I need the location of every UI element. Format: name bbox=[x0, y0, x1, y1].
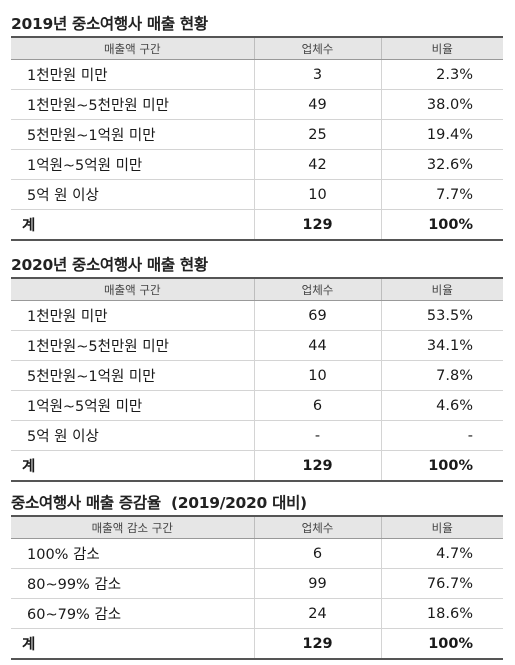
section-2019-sales: 2019년 중소여행사 매출 현황 매출액 구간 업체수 비율 1천만원 미만 … bbox=[11, 12, 503, 241]
row-label: 5억 원 이상 bbox=[11, 179, 254, 210]
table-row: 1억원~5억원 미만 6 4.6% bbox=[11, 390, 503, 421]
table-row: 1억원~5억원 미만 42 32.6% bbox=[11, 149, 503, 180]
row-ratio: 4.7% bbox=[380, 538, 503, 569]
total-count: 129 bbox=[253, 450, 381, 482]
table-row: 1천만원 미만 69 53.5% bbox=[11, 300, 503, 331]
header-decrease-range: 매출액 감소 구간 bbox=[11, 515, 254, 539]
row-label: 1억원~5억원 미만 bbox=[11, 149, 254, 180]
total-row: 계 129 100% bbox=[11, 209, 503, 241]
row-ratio: 18.6% bbox=[380, 598, 503, 629]
row-ratio: 7.7% bbox=[380, 179, 503, 210]
row-ratio: 38.0% bbox=[380, 89, 503, 120]
section-title: 2020년 중소여행사 매출 현황 bbox=[11, 256, 208, 274]
table-row: 1천만원 미만 3 2.3% bbox=[11, 59, 503, 90]
header-sales-range: 매출액 구간 bbox=[11, 277, 254, 301]
header-company-count: 업체수 bbox=[253, 277, 381, 301]
row-label: 5천만원~1억원 미만 bbox=[11, 360, 254, 391]
row-ratio: 19.4% bbox=[380, 119, 503, 150]
total-label: 계 bbox=[11, 209, 254, 241]
row-ratio: 7.8% bbox=[380, 360, 503, 391]
header-company-count: 업체수 bbox=[253, 515, 381, 539]
sales-table-2020: 매출액 구간 업체수 비율 1천만원 미만 69 53.5% 1천만원~5천만원… bbox=[11, 277, 503, 482]
total-row: 계 129 100% bbox=[11, 450, 503, 482]
row-label: 1천만원~5천만원 미만 bbox=[11, 89, 254, 120]
row-count: 25 bbox=[253, 119, 381, 150]
total-count: 129 bbox=[253, 628, 381, 660]
total-ratio: 100% bbox=[380, 628, 503, 660]
row-label: 5천만원~1억원 미만 bbox=[11, 119, 254, 150]
row-label: 1억원~5억원 미만 bbox=[11, 390, 254, 421]
row-count: 42 bbox=[253, 149, 381, 180]
table-row: 5천만원~1억원 미만 10 7.8% bbox=[11, 360, 503, 391]
sales-change-table: 매출액 감소 구간 업체수 비율 100% 감소 6 4.7% 80~99% 감… bbox=[11, 515, 503, 660]
row-count: 99 bbox=[253, 568, 381, 599]
table-row: 80~99% 감소 99 76.7% bbox=[11, 568, 503, 599]
table-row: 1천만원~5천만원 미만 44 34.1% bbox=[11, 330, 503, 361]
row-ratio: 76.7% bbox=[380, 568, 503, 599]
row-count: - bbox=[253, 420, 381, 451]
row-count: 49 bbox=[253, 89, 381, 120]
row-count: 69 bbox=[253, 300, 381, 331]
row-ratio: 32.6% bbox=[380, 149, 503, 180]
total-count: 129 bbox=[253, 209, 381, 241]
header-ratio: 비율 bbox=[380, 36, 503, 60]
row-count: 3 bbox=[253, 59, 381, 90]
header-sales-range: 매출액 구간 bbox=[11, 36, 254, 60]
row-ratio: 4.6% bbox=[380, 390, 503, 421]
row-count: 10 bbox=[253, 360, 381, 391]
total-label: 계 bbox=[11, 628, 254, 660]
total-ratio: 100% bbox=[380, 450, 503, 482]
section-sales-change-rate: 중소여행사 매출 증감율 (2019/2020 대비) 매출액 감소 구간 업체… bbox=[11, 491, 503, 660]
table-header-row: 매출액 감소 구간 업체수 비율 bbox=[11, 515, 503, 539]
sales-table-2019: 매출액 구간 업체수 비율 1천만원 미만 3 2.3% 1천만원~5천만원 미… bbox=[11, 36, 503, 241]
row-label: 100% 감소 bbox=[11, 538, 254, 569]
section-title: 2019년 중소여행사 매출 현황 bbox=[11, 15, 208, 33]
header-company-count: 업체수 bbox=[253, 36, 381, 60]
row-label: 80~99% 감소 bbox=[11, 568, 254, 599]
row-count: 24 bbox=[253, 598, 381, 629]
row-label: 1천만원 미만 bbox=[11, 59, 254, 90]
row-ratio: 53.5% bbox=[380, 300, 503, 331]
row-label: 1천만원~5천만원 미만 bbox=[11, 330, 254, 361]
table-row: 5억 원 이상 - - bbox=[11, 420, 503, 451]
section-2020-sales: 2020년 중소여행사 매출 현황 매출액 구간 업체수 비율 1천만원 미만 … bbox=[11, 253, 503, 482]
total-row: 계 129 100% bbox=[11, 628, 503, 660]
row-label: 60~79% 감소 bbox=[11, 598, 254, 629]
table-row: 5억 원 이상 10 7.7% bbox=[11, 179, 503, 210]
table-row: 1천만원~5천만원 미만 49 38.0% bbox=[11, 89, 503, 120]
table-row: 5천만원~1억원 미만 25 19.4% bbox=[11, 119, 503, 150]
total-label: 계 bbox=[11, 450, 254, 482]
row-count: 6 bbox=[253, 390, 381, 421]
row-count: 10 bbox=[253, 179, 381, 210]
table-header-row: 매출액 구간 업체수 비율 bbox=[11, 277, 503, 301]
table-header-row: 매출액 구간 업체수 비율 bbox=[11, 36, 503, 60]
row-count: 6 bbox=[253, 538, 381, 569]
header-ratio: 비율 bbox=[380, 277, 503, 301]
row-label: 1천만원 미만 bbox=[11, 300, 254, 331]
table-row: 100% 감소 6 4.7% bbox=[11, 538, 503, 569]
row-ratio: 34.1% bbox=[380, 330, 503, 361]
row-ratio: 2.3% bbox=[380, 59, 503, 90]
row-ratio: - bbox=[380, 420, 503, 451]
header-ratio: 비율 bbox=[380, 515, 503, 539]
section-title: 중소여행사 매출 증감율 (2019/2020 대비) bbox=[11, 494, 307, 512]
row-label: 5억 원 이상 bbox=[11, 420, 254, 451]
row-count: 44 bbox=[253, 330, 381, 361]
table-row: 60~79% 감소 24 18.6% bbox=[11, 598, 503, 629]
total-ratio: 100% bbox=[380, 209, 503, 241]
